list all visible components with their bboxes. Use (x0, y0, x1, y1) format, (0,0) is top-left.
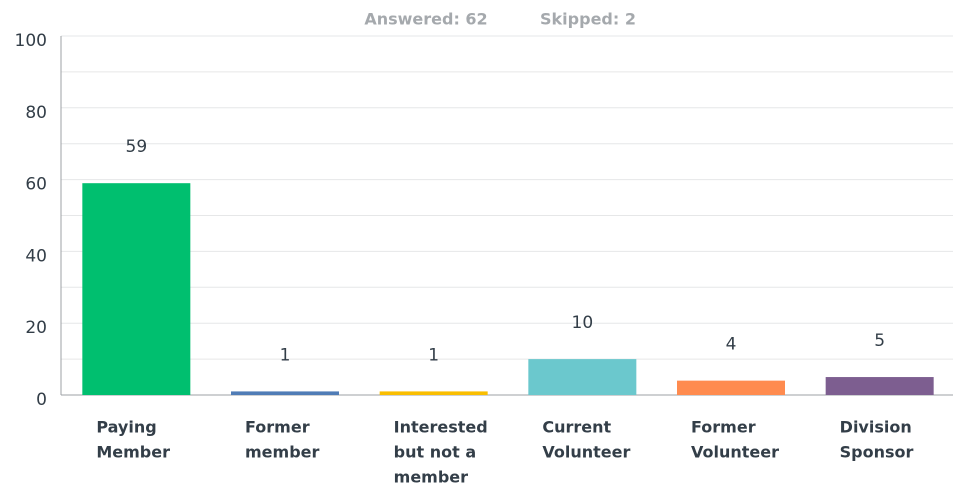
x-tick-label: member (394, 468, 469, 487)
value-label: 10 (572, 313, 594, 333)
x-tick-label: Volunteer (542, 443, 630, 462)
answered: Answered: 62 (364, 10, 487, 29)
bar (825, 377, 934, 395)
x-tick-label: Division (840, 418, 912, 437)
bar (677, 380, 785, 395)
value-label: 1 (280, 345, 291, 365)
y-tick-label: 20 (25, 318, 47, 338)
x-tick-label: but not a (394, 443, 476, 462)
y-tick-label: 0 (36, 390, 47, 410)
x-tick-label: Sponsor (840, 443, 914, 462)
x-tick-label: Interested (394, 418, 488, 437)
x-tick-label: member (245, 443, 320, 462)
x-tick-label: Paying (96, 418, 156, 437)
y-tick-label: 100 (15, 31, 47, 51)
x-tick-label: Volunteer (691, 443, 779, 462)
x-tick-label: Member (96, 443, 170, 462)
y-tick-label: 40 (25, 246, 47, 266)
value-label: 59 (126, 137, 148, 157)
bar (528, 359, 637, 395)
value-label: 4 (726, 335, 737, 355)
value-label: 1 (428, 345, 439, 365)
value-label: 5 (874, 331, 885, 351)
x-tick-label: Current (542, 418, 611, 437)
bar (379, 391, 488, 395)
x-tick-label: Former (245, 418, 310, 437)
y-tick-label: 80 (25, 103, 47, 123)
x-tick-label: Former (691, 418, 756, 437)
bar (82, 183, 191, 395)
y-tick-label: 60 (25, 175, 47, 195)
skipped: Skipped: 2 (540, 10, 636, 29)
bar (231, 391, 339, 395)
